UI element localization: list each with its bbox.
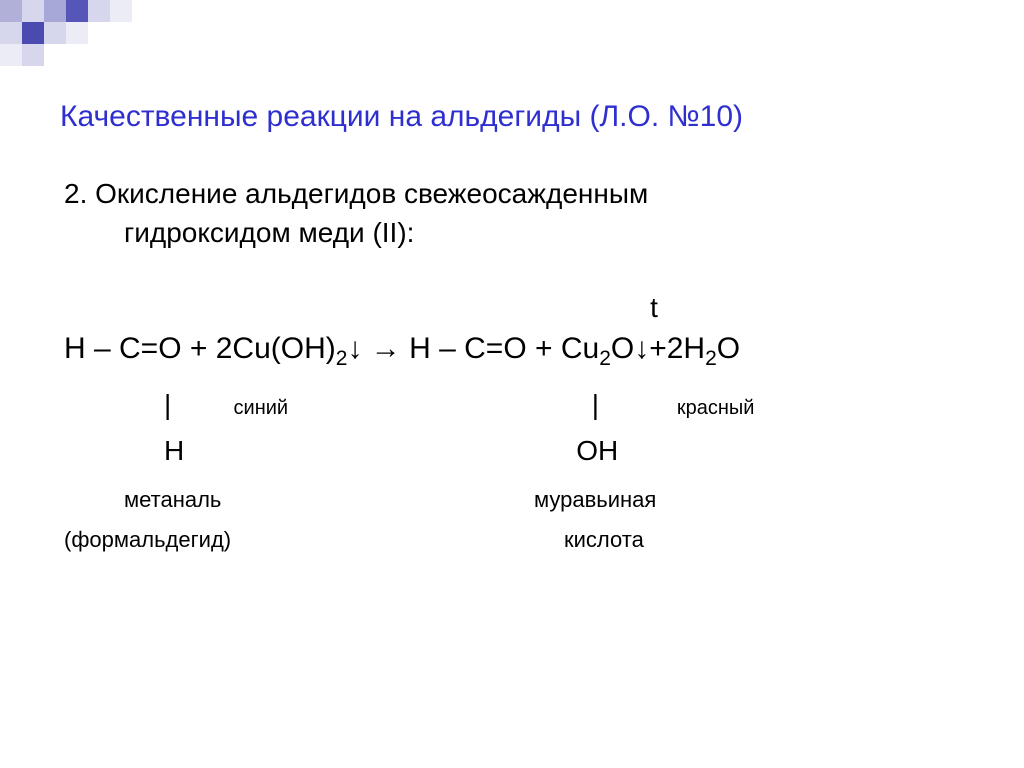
deco-square	[44, 22, 66, 44]
deco-square	[0, 0, 22, 22]
eq-arrowdown1: ↓	[347, 332, 362, 365]
eq-rhs2-sub: 2	[705, 347, 717, 370]
left-color-note: синий	[234, 397, 289, 419]
corner-decoration	[0, 0, 180, 60]
eq-rhs1: H – C=O + Cu	[409, 332, 599, 365]
deco-square	[66, 22, 88, 44]
compound-labels-1: метаналь муравьиная	[64, 487, 964, 513]
left-compound-top: метаналь	[124, 487, 221, 512]
deco-square	[0, 44, 22, 66]
eq-lhs1: H – C=O + 2Cu(OH)	[64, 332, 336, 365]
eq-rhs1-sub: 2	[599, 347, 611, 370]
atom-row: H OH	[64, 435, 964, 467]
eq-lhs1-sub: 2	[336, 347, 348, 370]
equation-area: t H – C=O + 2Cu(OH)2↓ → H – C=O + Cu2O↓+…	[60, 292, 964, 553]
deco-square	[22, 22, 44, 44]
eq-rhs3: O	[717, 332, 740, 365]
reaction-condition: t	[344, 292, 964, 324]
left-atom: H	[164, 435, 184, 466]
slide-title: Качественные реакции на альдегиды (Л.О. …	[60, 100, 964, 134]
deco-square	[88, 0, 110, 22]
slide-content: Качественные реакции на альдегиды (Л.О. …	[0, 0, 1024, 593]
reaction-equation: H – C=O + 2Cu(OH)2↓ → H – C=O + Cu2O↓+2H…	[64, 332, 964, 371]
left-compound-bottom: (формальдегид)	[64, 527, 231, 552]
bond-row: | синий | красный	[64, 389, 964, 421]
deco-square	[22, 44, 44, 66]
deco-square	[22, 0, 44, 22]
right-compound-bottom: кислота	[564, 527, 644, 552]
deco-square	[44, 0, 66, 22]
eq-arrow: →	[362, 332, 409, 365]
left-bond: |	[164, 389, 171, 420]
deco-square	[66, 0, 88, 22]
subtitle-line1: 2. Окисление альдегидов свежеосажденным	[64, 178, 648, 209]
right-atom: OH	[576, 435, 618, 466]
compound-labels-2: (формальдегид) кислота	[64, 527, 964, 553]
deco-square	[110, 0, 132, 22]
right-compound-top: муравьиная	[534, 487, 656, 512]
right-color-note: красный	[677, 397, 755, 419]
slide-subtitle: 2. Окисление альдегидов свежеосажденным …	[60, 174, 964, 252]
subtitle-line2: гидроксидом меди (II):	[64, 217, 414, 248]
eq-rhs2: O↓+2H	[611, 332, 705, 365]
deco-square	[0, 22, 22, 44]
right-bond: |	[592, 389, 599, 420]
